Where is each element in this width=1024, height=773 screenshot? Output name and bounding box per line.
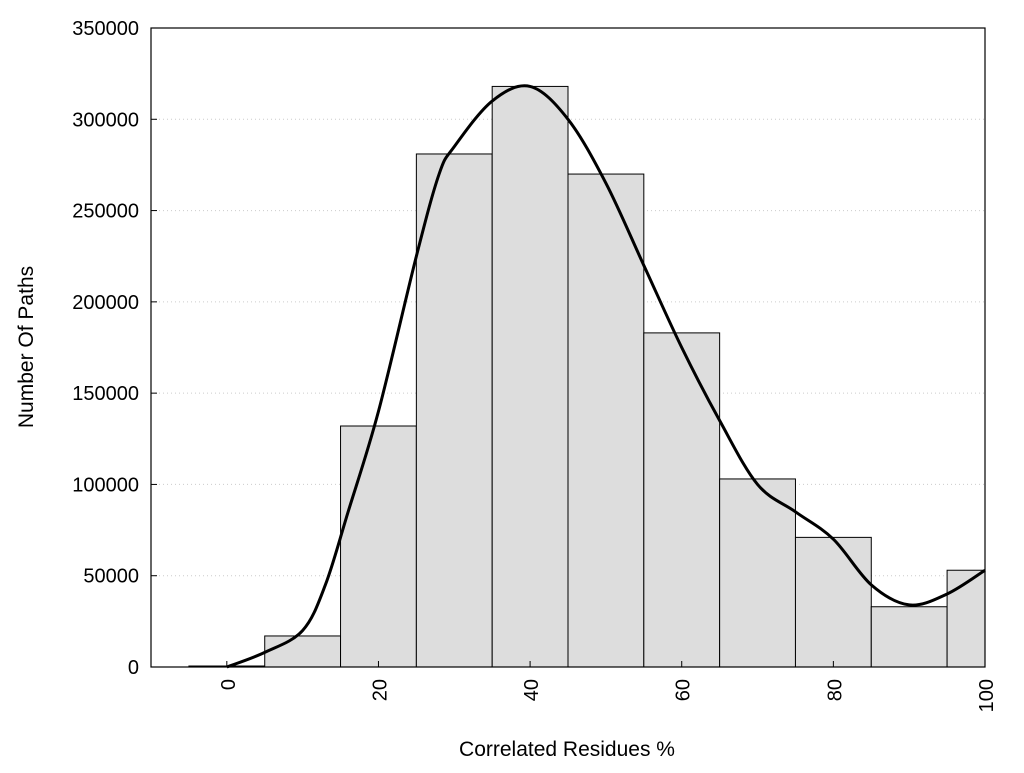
x-tick-label: 40 (521, 679, 543, 701)
density-curve (226, 84, 986, 669)
bars (188, 85, 986, 668)
x-tick-label: 20 (369, 679, 391, 701)
y-tick-label: 350000 (72, 18, 139, 40)
histogram-bar (340, 425, 417, 668)
y-tick-label: 0 (128, 657, 139, 679)
histogram-bar (719, 478, 796, 668)
density-curve-layer (226, 84, 986, 669)
histogram-bar (946, 569, 986, 668)
y-axis-title: Number Of Paths (15, 266, 38, 428)
y-tick-label: 100000 (72, 474, 139, 496)
histogram-bar (870, 606, 948, 668)
y-tick-label: 250000 (72, 201, 139, 223)
histogram-bar (643, 332, 721, 668)
y-axis-ticks: 0 50000 100000 150000 200000 250000 300000 3500… (72, 18, 157, 679)
y-tick-label: 50000 (83, 566, 139, 588)
y-tick-label: 150000 (72, 383, 139, 405)
x-axis-ticks: 0 20 40 60 80 100 (218, 661, 998, 712)
histogram-bar (491, 85, 569, 668)
x-tick-label: 60 (673, 679, 695, 701)
x-tick-label: 80 (824, 679, 846, 701)
x-axis-title: Correlated Residues % (459, 738, 675, 761)
histogram-bar (264, 635, 342, 668)
x-tick-label: 100 (976, 679, 998, 712)
x-tick-label: 0 (218, 679, 240, 690)
y-tick-label: 300000 (72, 109, 139, 131)
histogram-bar (415, 153, 493, 668)
plot-frame (150, 27, 986, 668)
y-tick-label: 200000 (72, 292, 139, 314)
histogram-bar (567, 173, 645, 668)
histogram-bar (794, 536, 872, 668)
